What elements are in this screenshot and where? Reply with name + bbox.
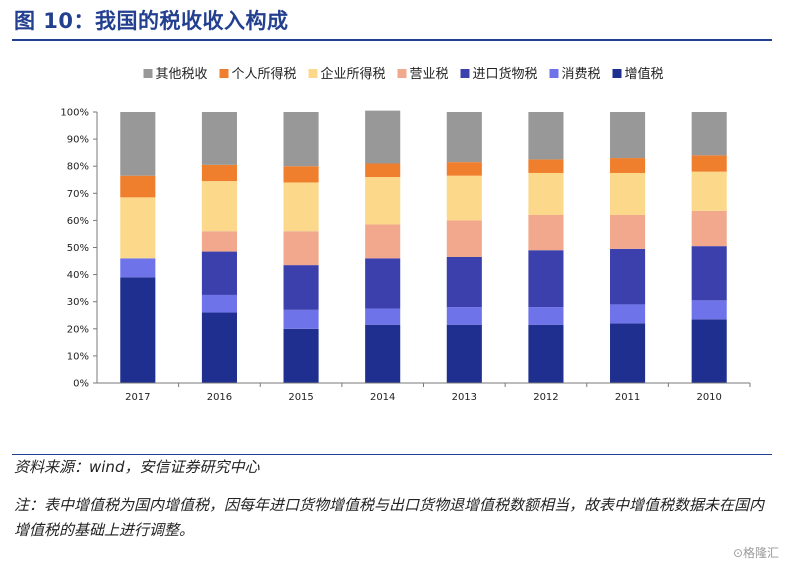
bar-segment-2010-4 (691, 171, 727, 211)
bar-segment-2010-0 (691, 319, 727, 383)
bar-segment-2010-3 (691, 210, 727, 247)
bar-segment-2012-4 (528, 172, 564, 215)
title-divider (12, 39, 772, 41)
bar-segment-2010-6 (691, 112, 727, 156)
bar-segment-2013-0 (446, 324, 482, 383)
bar-segment-2011-0 (610, 323, 646, 383)
bar-segment-2016-6 (201, 112, 237, 165)
bar-segment-2015-1 (283, 309, 319, 329)
bar-segment-2014-0 (365, 324, 401, 383)
bar-segment-2015-5 (283, 166, 319, 183)
bar-segment-2016-4 (201, 181, 237, 232)
bar-segment-2015-6 (283, 112, 319, 167)
legend-label: 营业税 (410, 67, 449, 82)
legend-label: 进口货物税 (473, 66, 538, 82)
bar-segment-2017-6 (120, 112, 156, 176)
legend-label: 其他税收 (155, 67, 207, 82)
y-tick-label: 60% (67, 216, 89, 227)
legend-label: 个人所得税 (231, 66, 296, 82)
bars-group (120, 110, 727, 383)
bar-segment-2010-1 (691, 300, 727, 320)
legend-swatch (219, 69, 229, 78)
bar-segment-2017-5 (120, 175, 156, 198)
x-tick-label: 2011 (615, 392, 640, 403)
bar-segment-2012-6 (528, 112, 564, 160)
bar-segment-2017-4 (120, 197, 156, 259)
y-tick-label: 90% (67, 135, 89, 146)
chart-legend: 其他税收 个人所得税 企业所得税 营业税 进口货物税 消费税 增值税 (143, 66, 664, 82)
bar-segment-2016-0 (201, 312, 237, 383)
x-tick-label: 2012 (533, 392, 558, 403)
stacked-bar-chart: 其他税收 个人所得税 企业所得税 营业税 进口货物税 消费税 增值税 0% 10% 20% 30%… (60, 66, 751, 403)
y-tick-label: 30% (67, 297, 89, 308)
bar-segment-2013-1 (446, 307, 482, 325)
bar-segment-2014-5 (365, 163, 401, 178)
bar-segment-2011-6 (610, 112, 646, 159)
bar-segment-2014-4 (365, 177, 401, 225)
bar-segment-2015-2 (283, 265, 319, 310)
x-tick-label: 2015 (288, 392, 313, 403)
bar-segment-2012-0 (528, 324, 564, 383)
bar-segment-2017-0 (120, 277, 156, 383)
legend-label: 企业所得税 (320, 66, 385, 82)
x-axis: 2017 2016 2015 2014 2013 2012 2011 2010 (97, 382, 751, 403)
bar-segment-2015-0 (283, 328, 319, 383)
legend-swatch (460, 69, 470, 78)
x-tick-label: 2010 (696, 392, 721, 403)
bar-segment-2012-1 (528, 307, 564, 325)
y-tick-label: 40% (67, 270, 89, 281)
bar-segment-2016-2 (201, 251, 237, 295)
y-tick-label: 100% (60, 108, 89, 119)
y-tick-label: 50% (67, 243, 89, 254)
bar-segment-2013-3 (446, 220, 482, 257)
y-tick-label: 0% (73, 379, 89, 390)
legend-label: 消费税 (562, 67, 601, 82)
bar-segment-2014-1 (365, 308, 401, 325)
bar-segment-2012-3 (528, 214, 564, 251)
y-tick-label: 80% (67, 162, 89, 173)
bar-segment-2015-3 (283, 231, 319, 266)
x-tick-label: 2017 (125, 392, 150, 403)
y-axis: 0% 10% 20% 30% 40% 50% 60% 70% 80% 90% 100% (60, 108, 98, 390)
watermark-text: ⊙格隆汇 (732, 546, 779, 560)
bar-segment-2016-3 (201, 231, 237, 252)
legend-swatch (612, 69, 622, 78)
bar-segment-2014-2 (365, 258, 401, 309)
bar-segment-2012-5 (528, 159, 564, 173)
bar-segment-2013-6 (446, 112, 482, 163)
bar-segment-2017-1 (120, 258, 156, 278)
source-text: 资料来源：wind，安信证券研究中心 (14, 458, 260, 476)
legend-swatch (308, 69, 318, 78)
bar-segment-2012-2 (528, 250, 564, 308)
bar-segment-2016-5 (201, 164, 237, 182)
bar-segment-2011-1 (610, 304, 646, 324)
footnote-text: 注：表中增值税为国内增值税，因每年进口货物增值税与出口货物退增值税数额相当，故表… (14, 496, 765, 539)
bar-segment-2013-2 (446, 256, 482, 308)
bar-segment-2011-5 (610, 158, 646, 173)
source-divider (12, 454, 772, 455)
bar-segment-2016-1 (201, 294, 237, 313)
x-tick-label: 2013 (452, 392, 477, 403)
y-tick-label: 20% (67, 324, 89, 335)
x-tick-label: 2016 (207, 392, 232, 403)
x-tick-label: 2014 (370, 392, 395, 403)
legend-label: 增值税 (625, 66, 664, 82)
legend-swatch (549, 69, 559, 78)
bar-segment-2013-4 (446, 175, 482, 221)
legend-swatch (397, 69, 407, 78)
bar-segment-2010-5 (691, 155, 727, 172)
bar-segment-2011-2 (610, 248, 646, 305)
bar-segment-2015-4 (283, 182, 319, 232)
bar-segment-2011-4 (610, 172, 646, 215)
bar-segment-2014-6 (365, 110, 401, 164)
bar-segment-2014-3 (365, 224, 401, 259)
y-tick-label: 10% (67, 351, 89, 362)
y-tick-label: 70% (67, 189, 89, 200)
bar-segment-2011-3 (610, 214, 646, 249)
figure-title: 图 10：我国的税收收入构成 (14, 9, 289, 33)
legend-swatch (143, 69, 153, 78)
bar-segment-2013-5 (446, 162, 482, 176)
bar-segment-2010-2 (691, 246, 727, 301)
